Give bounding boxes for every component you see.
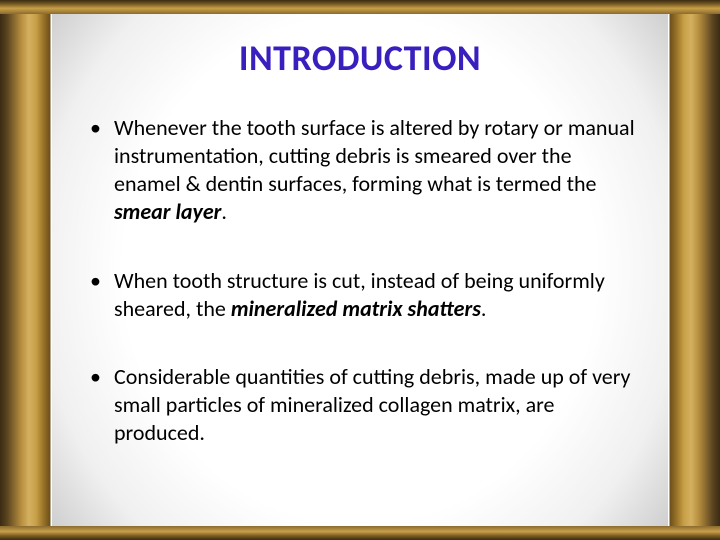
bullet-list: Whenever the tooth surface is altered by… (84, 114, 636, 447)
bullet-text-pre: Considerable quantities of cutting debri… (114, 363, 630, 446)
slide-title: INTRODUCTION (84, 36, 636, 80)
frame-border-top (0, 0, 720, 14)
slide-frame: INTRODUCTION Whenever the tooth surface … (0, 0, 720, 540)
bullet-item: Considerable quantities of cutting debri… (84, 363, 636, 447)
bullet-item: When tooth structure is cut, instead of … (84, 267, 636, 323)
bullet-text-post: . (221, 198, 227, 225)
bullet-text-emph: mineralized matrix shatters (231, 295, 481, 322)
bullet-item: Whenever the tooth surface is altered by… (84, 114, 636, 227)
bullet-text-emph: smear layer (114, 198, 221, 225)
slide-content: INTRODUCTION Whenever the tooth surface … (52, 14, 668, 526)
frame-border-bottom (0, 526, 720, 540)
bullet-text-post: . (481, 295, 487, 322)
bullet-text-pre: Whenever the tooth surface is altered by… (114, 114, 635, 197)
